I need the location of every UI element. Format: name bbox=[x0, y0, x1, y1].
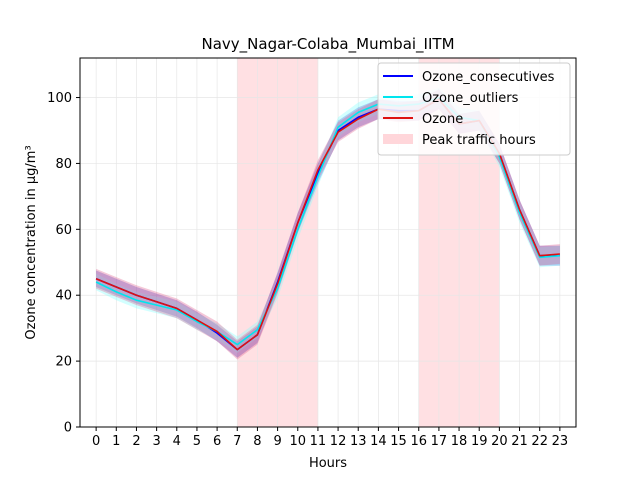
x-tick-label-12: 12 bbox=[330, 434, 347, 449]
x-tick-label-18: 18 bbox=[451, 434, 468, 449]
confidence-band-ozone-consecutives bbox=[96, 89, 560, 358]
y-tick-label-60: 60 bbox=[55, 223, 72, 238]
y-tick-label-80: 80 bbox=[55, 157, 72, 172]
confidence-band-ozone bbox=[96, 89, 560, 360]
y-tick-label-100: 100 bbox=[47, 91, 72, 106]
chart-title: Navy_Nagar-Colaba_Mumbai_IITM bbox=[201, 35, 454, 54]
plot-frame bbox=[79, 57, 577, 428]
x-tick-label-22: 22 bbox=[531, 434, 548, 449]
y-ticks: 0 20 40 60 80 100 bbox=[47, 91, 80, 436]
x-tick-label-19: 19 bbox=[471, 434, 488, 449]
x-tick-label-17: 17 bbox=[431, 434, 448, 449]
band-layer bbox=[96, 87, 560, 360]
x-tick-label-15: 15 bbox=[390, 434, 407, 449]
y-tick-label-20: 20 bbox=[55, 355, 72, 370]
legend-entry-ozone-consecutives: Ozone_consecutives bbox=[422, 70, 555, 85]
x-tick-label-21: 21 bbox=[511, 434, 528, 449]
x-tick-label-5: 5 bbox=[193, 434, 201, 449]
x-axis-label: Hours bbox=[309, 456, 347, 471]
x-tick-label-0: 0 bbox=[92, 434, 100, 449]
x-ticks: 0 1 2 3 4 5 6 7 8 9 10 11 12 13 14 15 16 17 18 19 20 21 22 23 bbox=[92, 427, 568, 449]
x-tick-label-4: 4 bbox=[173, 434, 181, 449]
y-tick-label-40: 40 bbox=[55, 289, 72, 304]
x-tick-label-2: 2 bbox=[132, 434, 140, 449]
legend-box bbox=[377, 62, 571, 156]
x-tick-label-3: 3 bbox=[152, 434, 160, 449]
legend: Ozone_consecutives Ozone_outliers Ozone … bbox=[377, 62, 571, 156]
x-tick-label-9: 9 bbox=[273, 434, 281, 449]
x-tick-label-13: 13 bbox=[350, 434, 367, 449]
x-tick-label-23: 23 bbox=[552, 434, 569, 449]
x-tick-label-7: 7 bbox=[233, 434, 241, 449]
x-tick-label-14: 14 bbox=[370, 434, 387, 449]
legend-entry-peak-traffic-hours: Peak traffic hours bbox=[422, 133, 536, 148]
x-tick-label-11: 11 bbox=[310, 434, 327, 449]
y-tick-label-0: 0 bbox=[64, 421, 72, 436]
legend-entry-ozone-outliers: Ozone_outliers bbox=[422, 91, 519, 106]
x-tick-label-8: 8 bbox=[253, 434, 261, 449]
y-axis-label: Ozone concentration in µg/m³ bbox=[24, 145, 39, 339]
x-tick-label-16: 16 bbox=[410, 434, 427, 449]
x-tick-label-1: 1 bbox=[112, 434, 120, 449]
x-tick-label-6: 6 bbox=[213, 434, 221, 449]
x-tick-label-10: 10 bbox=[289, 434, 306, 449]
legend-swatch-peak-traffic-hours bbox=[383, 134, 413, 144]
legend-entry-ozone: Ozone bbox=[422, 112, 463, 127]
x-tick-label-20: 20 bbox=[491, 434, 508, 449]
